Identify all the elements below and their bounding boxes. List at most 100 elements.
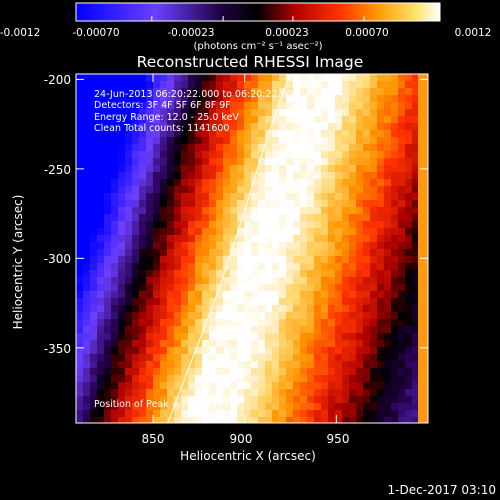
heatmap-cell: [328, 235, 336, 243]
heatmap-cell: [153, 375, 161, 383]
heatmap-cell: [293, 116, 301, 124]
heatmap-cell: [258, 291, 266, 299]
heatmap-cell: [230, 81, 238, 89]
heatmap-cell: [258, 347, 266, 355]
heatmap-cell: [160, 319, 168, 327]
heatmap-cell: [132, 130, 140, 138]
heatmap-cell: [335, 333, 343, 341]
heatmap-cell: [76, 228, 84, 236]
heatmap-cell: [181, 193, 189, 201]
heatmap-cell: [363, 137, 371, 145]
heatmap-cell: [104, 284, 112, 292]
heatmap-cell: [167, 130, 175, 138]
heatmap-cell: [398, 158, 406, 166]
heatmap-cell: [405, 382, 413, 390]
heatmap-cell: [76, 186, 84, 194]
heatmap-cell: [349, 298, 357, 306]
heatmap-cell: [139, 403, 147, 411]
heatmap-cell: [258, 102, 266, 110]
heatmap-cell: [230, 137, 238, 145]
heatmap-cell: [125, 291, 133, 299]
heatmap-cell: [104, 270, 112, 278]
heatmap-cell: [342, 95, 350, 103]
heatmap-cell: [370, 312, 378, 320]
heatmap-cell: [307, 109, 315, 117]
heatmap-cell: [377, 284, 385, 292]
heatmap-cell: [160, 172, 168, 180]
heatmap-cell: [384, 116, 392, 124]
heatmap-cell: [391, 284, 399, 292]
heatmap-cell: [181, 263, 189, 271]
heatmap-cell: [139, 123, 147, 131]
heatmap-cell: [167, 109, 175, 117]
heatmap-cell: [174, 284, 182, 292]
heatmap-cell: [83, 326, 91, 334]
heatmap-cell: [279, 214, 287, 222]
heatmap-cell: [412, 291, 420, 299]
heatmap-cell: [167, 144, 175, 152]
heatmap-cell: [104, 172, 112, 180]
heatmap-cell: [202, 396, 210, 404]
heatmap-cell: [335, 172, 343, 180]
heatmap-cell: [307, 291, 315, 299]
heatmap-cell: [230, 410, 238, 418]
heatmap-cell: [300, 172, 308, 180]
heatmap-cell: [349, 214, 357, 222]
heatmap-cell: [97, 319, 105, 327]
heatmap-cell: [104, 375, 112, 383]
right-edge-strip: [418, 74, 428, 423]
heatmap-cell: [118, 193, 126, 201]
heatmap-cell: [216, 137, 224, 145]
heatmap-cell: [328, 179, 336, 187]
heatmap-cell: [370, 193, 378, 201]
heatmap-cell: [321, 207, 329, 215]
heatmap-cell: [405, 137, 413, 145]
heatmap-cell: [139, 340, 147, 348]
annotation-date: 24-Jun-2013 06:20:22.000 to 06:20:22.000: [94, 89, 299, 100]
heatmap-cell: [272, 88, 280, 96]
heatmap-cell: [342, 123, 350, 131]
heatmap-cell: [293, 158, 301, 166]
heatmap-cell: [146, 382, 154, 390]
heatmap-cell: [118, 354, 126, 362]
heatmap-cell: [398, 347, 406, 355]
heatmap-cell: [237, 95, 245, 103]
heatmap-cell: [307, 319, 315, 327]
heatmap-cell: [167, 193, 175, 201]
heatmap-cell: [384, 270, 392, 278]
heatmap-cell: [258, 403, 266, 411]
heatmap-cell: [335, 200, 343, 208]
heatmap-cell: [104, 410, 112, 418]
heatmap-cell: [398, 256, 406, 264]
heatmap-cell: [398, 375, 406, 383]
heatmap-cell: [328, 263, 336, 271]
heatmap-cell: [76, 172, 84, 180]
heatmap-cell: [314, 410, 322, 418]
heatmap-cell: [377, 235, 385, 243]
heatmap-cell: [202, 249, 210, 257]
heatmap-cell: [146, 256, 154, 264]
heatmap-cell: [223, 291, 231, 299]
heatmap-cell: [328, 305, 336, 313]
heatmap-cell: [300, 298, 308, 306]
heatmap-cell: [181, 277, 189, 285]
heatmap-cell: [258, 214, 266, 222]
heatmap-cell: [384, 165, 392, 173]
heatmap-cell: [349, 263, 357, 271]
heatmap-cell: [216, 277, 224, 285]
heatmap-cell: [195, 221, 203, 229]
heatmap-cell: [377, 228, 385, 236]
heatmap-cell: [265, 221, 273, 229]
heatmap-cell: [265, 298, 273, 306]
heatmap-cell: [384, 95, 392, 103]
heatmap-cell: [293, 277, 301, 285]
heatmap-cell: [363, 410, 371, 418]
heatmap-cell: [188, 186, 196, 194]
heatmap-cell: [132, 417, 140, 423]
heatmap-cell: [356, 270, 364, 278]
heatmap-cell: [349, 137, 357, 145]
heatmap-cell: [195, 403, 203, 411]
heatmap-cell: [209, 193, 217, 201]
heatmap-cell: [223, 109, 231, 117]
